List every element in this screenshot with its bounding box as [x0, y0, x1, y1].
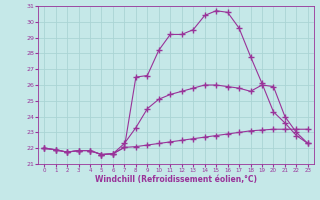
X-axis label: Windchill (Refroidissement éolien,°C): Windchill (Refroidissement éolien,°C): [95, 175, 257, 184]
